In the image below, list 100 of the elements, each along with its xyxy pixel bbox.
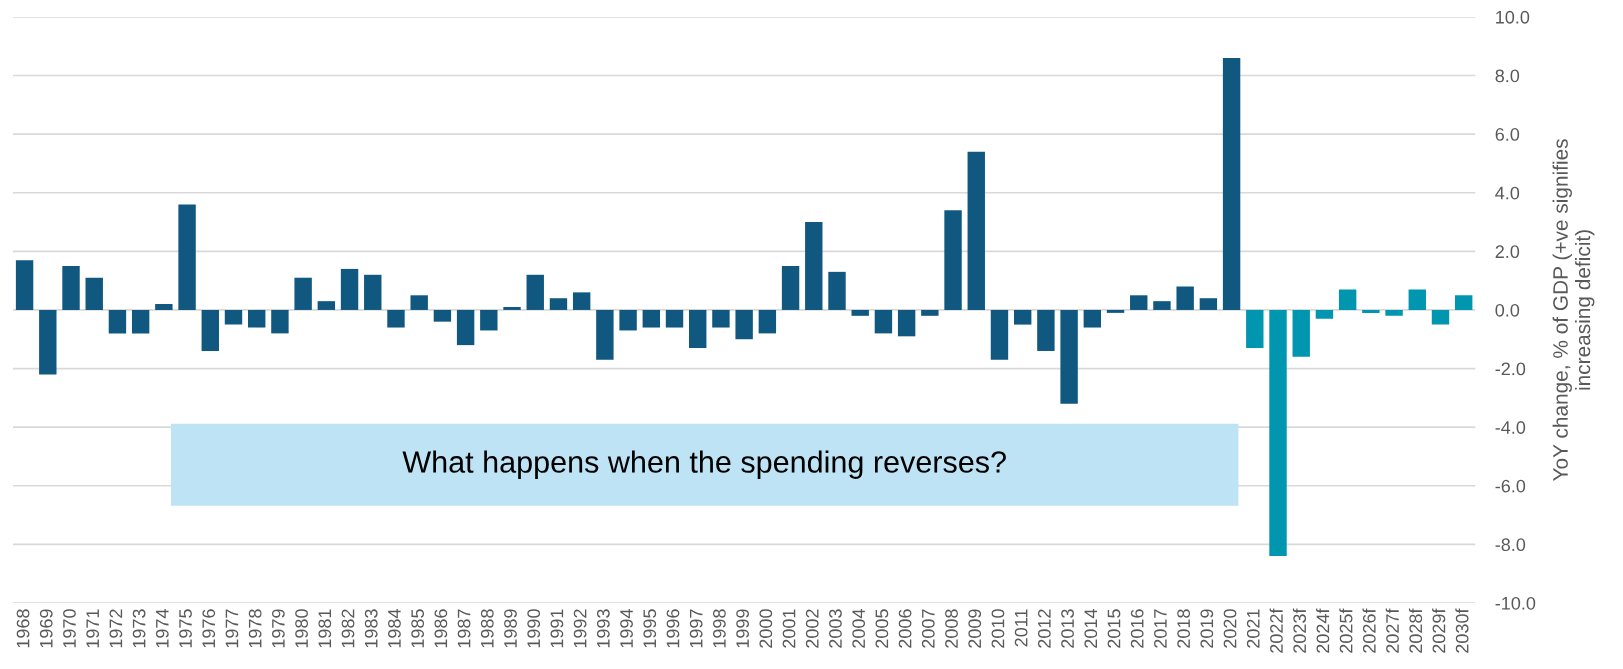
x-tick-label: 2002 <box>805 609 819 648</box>
y-tick-label: -10.0 <box>1495 596 1536 610</box>
x-tick-label: 2016 <box>1130 609 1144 648</box>
bar <box>108 309 127 334</box>
x-tick-label: 1970 <box>63 609 76 648</box>
bar <box>596 309 614 360</box>
x-tick-label: 2025f <box>1339 608 1353 653</box>
bar <box>526 274 544 310</box>
x-tick-label: 2010 <box>991 609 1005 648</box>
x-tick-label: 2029f <box>1432 608 1446 653</box>
bar <box>131 309 150 334</box>
x-tick-label: 2017 <box>1154 609 1167 648</box>
bar <box>758 309 777 334</box>
bar <box>1315 309 1334 319</box>
x-tick-label: 1980 <box>295 609 308 648</box>
bar <box>1269 309 1287 557</box>
bar <box>433 309 452 322</box>
x-tick-label: 1987 <box>457 609 471 648</box>
x-tick-label: 1993 <box>596 609 610 648</box>
bar <box>1083 309 1102 328</box>
x-tick-label: 2013 <box>1061 609 1074 648</box>
bar <box>340 268 359 310</box>
bar <box>1153 301 1171 310</box>
bar <box>921 309 939 316</box>
bar <box>1013 309 1032 325</box>
bar <box>1292 309 1310 357</box>
x-tick-label: 1999 <box>736 609 749 648</box>
x-tick-label: 2023f <box>1292 608 1307 653</box>
x-tick-label: 1971 <box>86 609 100 648</box>
x-tick-label: 1974 <box>155 609 169 648</box>
annotation: What happens when the spending reverses? <box>402 450 1006 479</box>
x-tick-label: 1979 <box>271 609 285 648</box>
x-tick-label: 1994 <box>620 609 633 648</box>
bar <box>990 309 1009 360</box>
x-tick-label: 1989 <box>504 609 517 648</box>
bar <box>201 309 219 351</box>
x-tick-label: 2005 <box>875 609 889 648</box>
bar <box>224 309 243 325</box>
bar <box>39 309 57 375</box>
bar <box>1199 298 1218 310</box>
x-tick-label: 2007 <box>921 609 935 648</box>
bar <box>410 295 428 310</box>
bar <box>1362 309 1380 313</box>
bar <box>1060 309 1078 404</box>
x-tick-label: 2028f <box>1408 608 1423 653</box>
y-tick-label: -8.0 <box>1495 538 1526 552</box>
bar <box>1222 57 1241 310</box>
bar <box>15 260 34 310</box>
y-tick-label: 10.0 <box>1496 10 1530 24</box>
x-tick-label: 1986 <box>434 609 448 648</box>
bar <box>1338 289 1357 310</box>
x-tick-label: 2030f <box>1455 608 1469 653</box>
bar <box>549 298 568 310</box>
bar <box>480 309 498 331</box>
x-tick-label: 1985 <box>411 609 425 648</box>
bar <box>178 204 196 310</box>
x-tick-label: 1978 <box>248 609 262 648</box>
bar <box>1246 309 1264 349</box>
x-tick-label: 2026f <box>1362 608 1376 653</box>
bar <box>1130 295 1148 310</box>
bar <box>967 151 985 310</box>
bar <box>805 222 823 310</box>
x-tick-label: 2001 <box>782 609 796 648</box>
y-tick-label: 6.0 <box>1495 128 1520 141</box>
bar <box>851 309 869 316</box>
bar <box>1037 309 1055 351</box>
bar <box>1408 289 1426 310</box>
x-tick-label: 1990 <box>527 609 541 648</box>
bar <box>944 210 962 310</box>
bar <box>1431 309 1450 325</box>
x-tick-label: 2018 <box>1177 609 1191 648</box>
x-tick-label: 2008 <box>945 609 958 648</box>
y-tick-label: 8.0 <box>1495 69 1520 83</box>
x-tick-label: 2015 <box>1107 609 1121 648</box>
y-tick-label: 0.0 <box>1495 303 1520 317</box>
bar <box>712 309 730 328</box>
x-tick-label: 2014 <box>1084 609 1098 648</box>
bar <box>248 309 266 328</box>
x-tick-label: 2021 <box>1246 609 1260 648</box>
y-tick-label: 2.0 <box>1495 245 1520 259</box>
x-tick-label: 2024f <box>1316 608 1330 653</box>
bar <box>828 271 846 310</box>
bar <box>642 309 660 328</box>
x-tick-label: 2011 <box>1014 609 1028 647</box>
x-tick-label: 2006 <box>898 609 912 648</box>
y-axis-title: YoY change, % of GDP (+ve signifies increasing deficit) <box>1552 139 1595 481</box>
bar <box>665 309 684 328</box>
bar <box>781 265 800 310</box>
bar <box>1176 286 1194 310</box>
bar <box>364 274 382 310</box>
x-tick-label: 1997 <box>689 609 703 648</box>
x-tick-label: 2009 <box>968 609 982 648</box>
x-tick-label: 1981 <box>318 609 332 648</box>
x-tick-label: 1972 <box>109 609 123 648</box>
bar <box>1455 295 1473 310</box>
x-tick-label: 1977 <box>225 609 239 648</box>
x-tick-label: 1983 <box>364 609 378 648</box>
bar <box>874 309 893 334</box>
bar <box>387 309 405 328</box>
x-tick-label: 1991 <box>550 609 564 648</box>
